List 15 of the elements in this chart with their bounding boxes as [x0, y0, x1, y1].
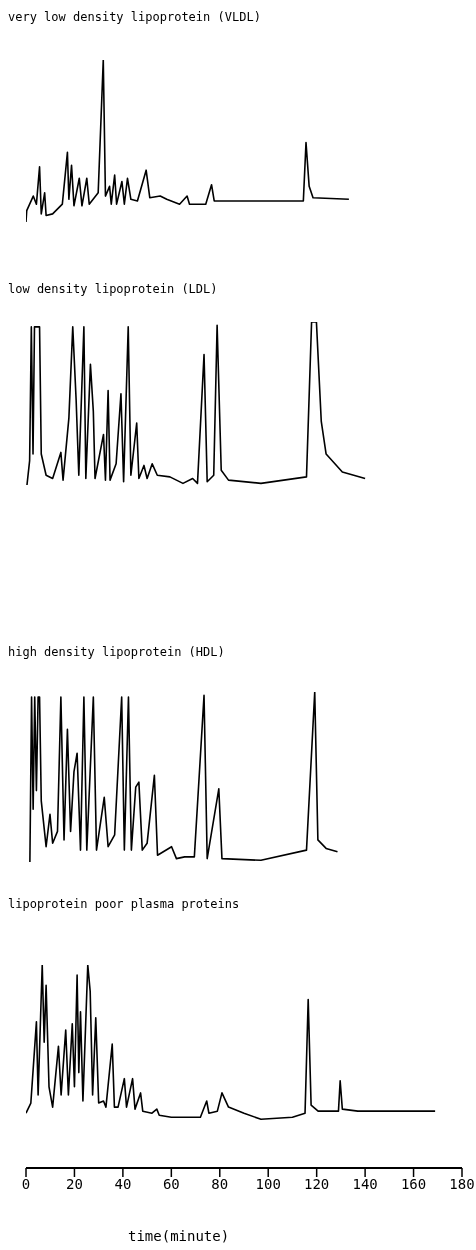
chart-title: lipoprotein poor plasma proteins [8, 897, 241, 913]
x-tick-label: 120 [304, 1175, 330, 1192]
chart-title: low density lipoprotein (LDL) [8, 282, 219, 298]
x-tick-label: 80 [211, 1175, 229, 1192]
x-axis-title: time(minute) [128, 1228, 230, 1244]
x-tick-label: 160 [400, 1175, 427, 1192]
x-tick-label: 60 [162, 1175, 180, 1192]
chart-title: very low density lipoprotein (VLDL) [8, 10, 262, 26]
x-tick-label: 140 [352, 1175, 378, 1192]
x-tick-label: 100 [255, 1175, 281, 1192]
x-tick-label: 40 [114, 1175, 132, 1192]
chart-title: high density lipoprotein (HDL) [8, 645, 226, 661]
x-tick-label: 0 [21, 1175, 31, 1192]
x-tick-label: 180 [449, 1175, 475, 1192]
x-tick-label: 20 [66, 1175, 83, 1192]
